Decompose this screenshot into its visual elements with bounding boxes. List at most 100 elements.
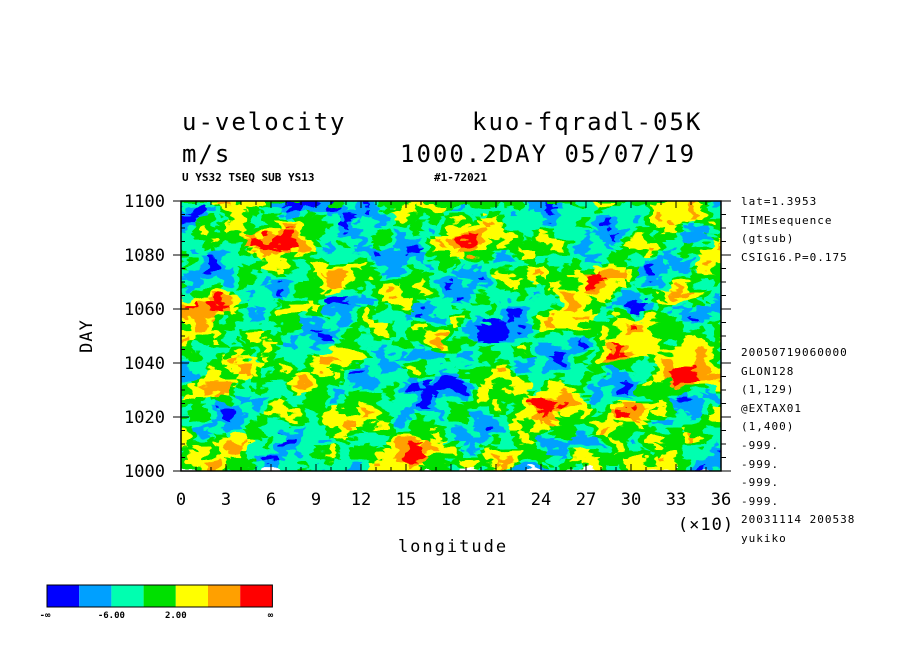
heatmap-cell: [645, 406, 653, 412]
heatmap-cell: [670, 201, 678, 207]
heatmap-cell: [601, 381, 609, 387]
heatmap-cell: [519, 266, 527, 272]
heatmap-cell: [413, 276, 421, 282]
heatmap-cell: [300, 396, 308, 402]
heatmap-cell: [570, 371, 577, 377]
heatmap-cell: [507, 431, 515, 437]
heatmap-cell: [476, 256, 483, 262]
heatmap-cell: [532, 371, 540, 377]
heatmap-cell: [707, 451, 715, 457]
heatmap-cell: [727, 406, 734, 412]
heatmap-cell: [595, 361, 602, 367]
heatmap-cell: [664, 216, 671, 222]
heatmap-cell: [651, 336, 659, 342]
heatmap-cell: [350, 336, 358, 342]
heatmap-cell: [645, 456, 653, 462]
heatmap-cell: [219, 446, 226, 452]
heatmap-cell: [263, 336, 270, 342]
heatmap-cell: [639, 266, 646, 272]
heatmap-cell: [707, 341, 715, 347]
heatmap-cell: [551, 366, 559, 372]
heatmap-cell: [212, 311, 220, 317]
heatmap-cell: [344, 306, 352, 312]
heatmap-cell: [231, 326, 239, 332]
heatmap-cell: [187, 441, 195, 447]
heatmap-cell: [538, 331, 546, 337]
heatmap-cell: [676, 421, 684, 427]
heatmap-cell: [714, 231, 721, 237]
heatmap-cell: [369, 341, 377, 347]
heatmap-cell: [357, 246, 364, 252]
heatmap-cell: [187, 376, 195, 382]
heatmap-cell: [532, 266, 540, 272]
heatmap-cell: [501, 446, 508, 452]
heatmap-cell: [538, 416, 546, 422]
heatmap-cell: [300, 451, 308, 457]
heatmap-cell: [357, 396, 364, 402]
heatmap-cell: [300, 371, 308, 377]
heatmap-cell: [212, 306, 220, 312]
heatmap-cell: [664, 441, 671, 447]
heatmap-cell: [313, 271, 320, 277]
heatmap-cell: [639, 311, 646, 317]
heatmap-cell: [275, 336, 283, 342]
heatmap-cell: [269, 356, 277, 362]
heatmap-cell: [513, 241, 521, 247]
heatmap-cell: [682, 356, 690, 362]
heatmap-cell: [639, 216, 646, 222]
heatmap-cell: [538, 351, 546, 357]
heatmap-cell: [256, 271, 264, 277]
heatmap-cell: [645, 206, 653, 212]
heatmap-cell: [269, 461, 277, 467]
heatmap-cell: [469, 286, 477, 292]
heatmap-cell: [357, 311, 364, 317]
heatmap-cell: [225, 256, 233, 262]
heatmap-cell: [670, 401, 678, 407]
heatmap-cell: [244, 346, 252, 352]
heatmap-cell: [476, 226, 483, 232]
heatmap-cell: [432, 336, 440, 342]
heatmap-cell: [676, 451, 684, 457]
heatmap-cell: [331, 276, 339, 282]
heatmap-cell: [538, 241, 546, 247]
heatmap-cell: [319, 391, 327, 397]
heatmap-cell: [588, 446, 596, 452]
heatmap-cell: [200, 331, 208, 337]
heatmap-cell: [657, 256, 665, 262]
heatmap-cell: [714, 211, 721, 217]
heatmap-cell: [425, 346, 433, 352]
heatmap-cell: [676, 356, 684, 362]
heatmap-cell: [350, 446, 358, 452]
heatmap-cell: [551, 231, 559, 237]
heatmap-cell: [350, 321, 358, 327]
heatmap-cell: [469, 251, 477, 257]
heatmap-cell: [369, 281, 377, 287]
heatmap-cell: [206, 371, 214, 377]
heatmap-cell: [532, 446, 540, 452]
heatmap-cell: [400, 211, 408, 217]
heatmap-cell: [212, 256, 220, 262]
heatmap-cell: [288, 376, 295, 382]
heatmap-cell: [545, 301, 552, 307]
heatmap-cell: [382, 211, 389, 217]
heatmap-cell: [219, 296, 226, 302]
heatmap-cell: [375, 426, 383, 432]
heatmap-cell: [237, 281, 245, 287]
heatmap-cell: [306, 416, 314, 422]
heatmap-cell: [639, 336, 646, 342]
heatmap-cell: [331, 206, 339, 212]
heatmap-cell: [476, 311, 483, 317]
heatmap-cell: [695, 366, 703, 372]
heatmap-cell: [676, 236, 684, 242]
heatmap-cell: [451, 306, 458, 312]
heatmap-cell: [407, 421, 414, 427]
heatmap-cell: [682, 381, 690, 387]
heatmap-cell: [294, 406, 302, 412]
heatmap-cell: [313, 401, 320, 407]
heatmap-cell: [595, 336, 602, 342]
heatmap-cell: [682, 331, 690, 337]
heatmap-cell: [331, 311, 339, 317]
heatmap-cell: [313, 361, 320, 367]
heatmap-cell: [419, 311, 427, 317]
heatmap-cell: [701, 216, 709, 222]
